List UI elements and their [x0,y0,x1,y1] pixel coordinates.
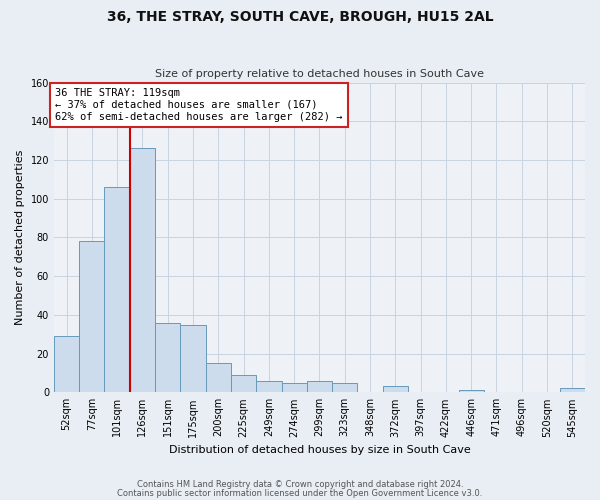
Bar [458,390,484,392]
Bar [281,382,307,392]
Bar [181,324,206,392]
Y-axis label: Number of detached properties: Number of detached properties [15,150,25,325]
Bar [206,364,231,392]
X-axis label: Distribution of detached houses by size in South Cave: Distribution of detached houses by size … [169,445,470,455]
Bar [104,187,130,392]
Bar [231,375,256,392]
Bar [79,242,104,392]
Bar [383,386,408,392]
Text: Contains HM Land Registry data © Crown copyright and database right 2024.: Contains HM Land Registry data © Crown c… [137,480,463,489]
Bar [54,336,79,392]
Bar [155,322,181,392]
Bar [332,382,358,392]
Text: Contains public sector information licensed under the Open Government Licence v3: Contains public sector information licen… [118,488,482,498]
Bar [560,388,585,392]
Title: Size of property relative to detached houses in South Cave: Size of property relative to detached ho… [155,69,484,79]
Bar [130,148,155,392]
Text: 36, THE STRAY, SOUTH CAVE, BROUGH, HU15 2AL: 36, THE STRAY, SOUTH CAVE, BROUGH, HU15 … [107,10,493,24]
Bar [307,380,332,392]
Bar [256,380,281,392]
Text: 36 THE STRAY: 119sqm
← 37% of detached houses are smaller (167)
62% of semi-deta: 36 THE STRAY: 119sqm ← 37% of detached h… [55,88,343,122]
